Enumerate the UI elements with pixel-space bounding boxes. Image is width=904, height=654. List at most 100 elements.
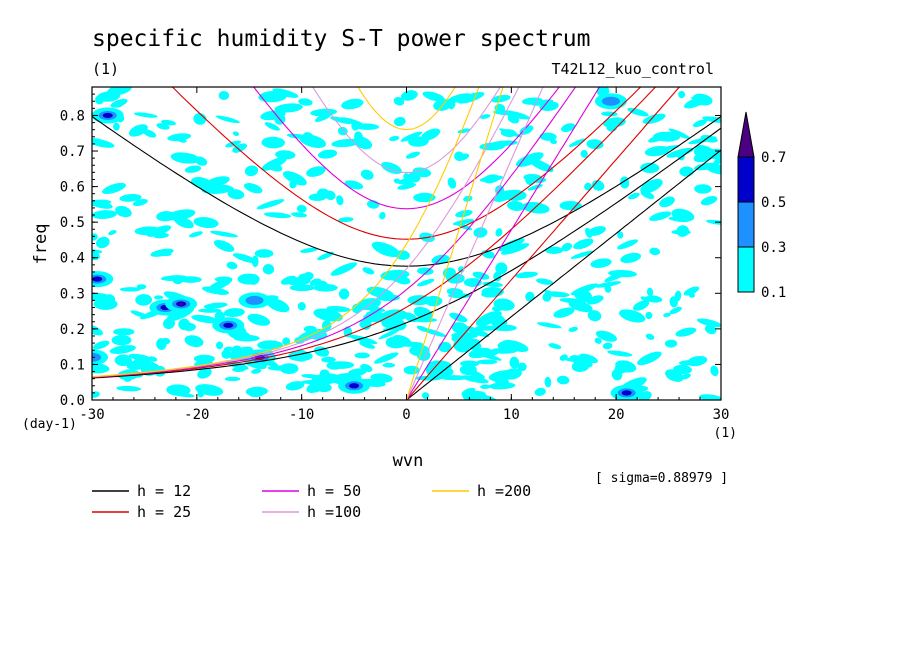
contour-patch-0.1	[93, 298, 118, 310]
x-tick-label: 10	[503, 407, 520, 423]
contour-patch-0.1	[620, 178, 630, 189]
contour-patch-0.1	[156, 123, 170, 130]
contour-patch-0.1	[507, 200, 525, 211]
contour-patch-0.1	[473, 227, 488, 238]
contour-patch-0.1	[179, 276, 202, 283]
contour-patch-0.1	[649, 211, 672, 221]
contour-patch-0.1	[544, 246, 564, 254]
legend-label: h =100	[307, 503, 361, 521]
contour-patch-0.1	[573, 238, 594, 250]
contour-patch-0.1	[400, 131, 423, 142]
contour-patch-0.3	[245, 295, 264, 305]
legend-label: h =200	[477, 482, 531, 500]
contour-patch-0.1	[602, 342, 613, 350]
contour-patch-0.1	[409, 345, 430, 357]
contour-patch-0.1	[170, 152, 200, 164]
contour-patch-0.1	[354, 352, 370, 359]
contour-patch-0.1	[627, 107, 649, 117]
contour-patch-0.1	[251, 255, 259, 268]
contour-patch-0.1	[451, 322, 469, 334]
contour-patch-0.1	[92, 199, 113, 209]
contour-patch-0.5	[102, 112, 113, 119]
contour-patch-0.1	[480, 384, 491, 390]
contour-patch-0.1	[330, 262, 358, 276]
kelvin-curve	[405, 87, 544, 400]
contour-patch-0.1	[113, 328, 135, 336]
contour-patch-0.5	[621, 390, 632, 396]
contour-patch-0.1	[92, 210, 117, 219]
contour-patch-0.1	[193, 217, 219, 229]
contour-patch-0.1	[119, 193, 142, 202]
contour-patch-0.1	[500, 129, 517, 137]
y-tick-label: 0.8	[60, 108, 85, 124]
contour-patch-0.1	[102, 182, 126, 195]
contour-patch-0.1	[317, 149, 338, 159]
contour-patch-0.1	[560, 123, 576, 132]
contour-patch-0.1	[231, 345, 243, 358]
contour-patch-0.1	[352, 303, 362, 314]
contour-patch-0.1	[438, 341, 452, 353]
mixed-rossby-gravity-curve	[92, 87, 577, 378]
contour-patch-0.1	[218, 90, 230, 100]
contour-patch-0.1	[92, 137, 115, 148]
contour-patch-0.1	[289, 284, 315, 292]
contour-patch-0.1	[493, 271, 502, 282]
mixed-rossby-gravity-curve	[92, 87, 657, 379]
contour-patch-0.1	[579, 353, 598, 364]
x-tick-label: 0	[402, 407, 410, 423]
y-axis-label: freq	[31, 224, 51, 265]
mixed-rossby-gravity-curve	[92, 127, 721, 379]
contour-patch-0.1	[664, 339, 678, 348]
contour-patch-0.1	[659, 196, 675, 208]
contour-patch-0.1	[291, 212, 307, 218]
contour-patch-0.1	[669, 306, 682, 315]
contour-patch-0.1	[313, 284, 338, 292]
contour-patch-0.1	[319, 369, 330, 378]
contour-patch-0.1	[166, 209, 196, 221]
contour-patch-0.1	[491, 317, 508, 328]
contour-patch-0.1	[256, 199, 285, 210]
contour-patch-0.1	[326, 361, 355, 369]
contour-patch-0.1	[232, 253, 258, 264]
contour-patch-0.1	[620, 252, 642, 264]
contour-patch-0.1	[314, 382, 332, 393]
contour-patch-0.1	[167, 133, 192, 142]
contour-patch-0.1	[397, 183, 416, 190]
contour-patch-0.1	[96, 236, 110, 249]
contour-patch-0.1	[699, 394, 721, 400]
contour-patch-0.1	[459, 364, 477, 376]
inertia-gravity-curve	[92, 116, 721, 267]
contour-patch-0.1	[604, 271, 628, 283]
contour-patch-0.1	[688, 292, 695, 298]
colorbar-segment	[737, 156, 755, 203]
contour-patch-0.1	[247, 273, 260, 285]
contour-patch-0.1	[678, 90, 686, 99]
contour-patch-0.1	[96, 91, 121, 102]
contour-patch-0.1	[303, 325, 317, 333]
contour-patch-0.1	[321, 356, 336, 363]
contour-patch-0.5	[223, 322, 234, 328]
contour-patch-0.1	[286, 133, 311, 140]
contour-patch-0.1	[360, 363, 373, 373]
contour-patch-0.1	[393, 178, 401, 184]
kelvin-curve	[406, 87, 681, 400]
contour-patch-0.1	[694, 184, 712, 194]
y-tick-label: 0.4	[60, 251, 85, 267]
contour-patch-0.1	[348, 334, 378, 345]
contour-patch-0.1	[470, 349, 499, 357]
contour-patch-0.1	[495, 228, 503, 237]
contour-patch-0.1	[683, 286, 700, 296]
contour-patch-0.1	[665, 369, 684, 382]
contour-patch-0.1	[591, 180, 605, 191]
contour-patch-0.1	[261, 136, 285, 149]
contour-patch-0.1	[115, 205, 132, 218]
dispersion-curves-layer	[92, 87, 721, 400]
contour-patch-0.7	[178, 302, 184, 306]
contour-patch-0.1	[416, 325, 429, 332]
contour-patch-0.1	[677, 150, 685, 161]
contour-patch-0.1	[232, 367, 246, 373]
colorbar: 0.1 0.3 0.5 0.7	[737, 111, 786, 301]
contour-patch-0.1	[637, 351, 662, 366]
contour-patch-0.1	[400, 90, 418, 101]
contour-patch-0.1	[675, 327, 697, 337]
